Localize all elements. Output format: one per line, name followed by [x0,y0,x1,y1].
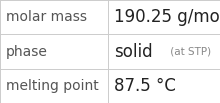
Text: phase: phase [6,44,48,59]
Text: 87.5 °C: 87.5 °C [114,77,176,95]
Text: (at STP): (at STP) [167,46,211,57]
Text: solid: solid [114,43,153,60]
Text: 190.25 g/mol: 190.25 g/mol [114,8,220,26]
Text: melting point: melting point [6,79,99,93]
Text: molar mass: molar mass [6,10,87,24]
